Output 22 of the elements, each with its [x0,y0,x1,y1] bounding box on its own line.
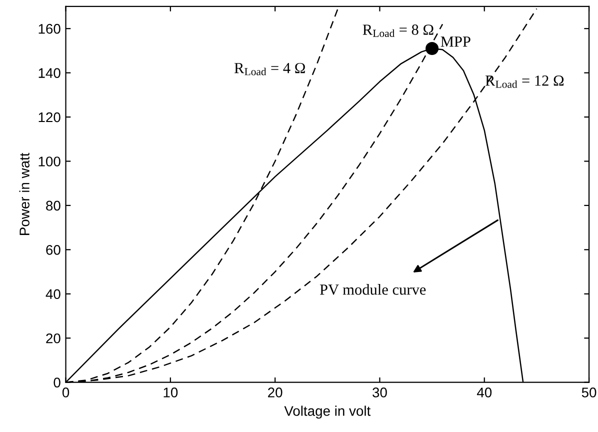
y-tick-label: 40 [46,289,60,300]
y-tick-label: 120 [38,112,60,122]
y-tick-label: 80 [46,200,60,211]
y-tick-label: 160 [38,24,60,34]
annotation: R$_{Load}$ = 4 Ω [234,62,305,76]
y-tick-label: 140 [38,68,60,78]
y-axis-title: Power in watt [19,152,30,235]
annotation: R$_{Load}$ = 12 Ω [485,76,564,88]
x-tick-label: 40 [476,388,492,398]
x-tick-label: 50 [582,388,596,398]
x-tick-label: 30 [372,388,387,398]
x-tick-label: 0 [62,388,70,398]
x-tick-label: 20 [268,388,282,398]
x-tick-label: 10 [164,388,178,398]
x-axis-title: Voltage in volt [284,406,371,419]
y-tick-label: 0 [54,378,60,388]
annotation: MPP [440,36,470,47]
annotation: PV module curve [320,284,426,295]
y-tick-label: 60 [46,245,60,255]
y-tick-label: 100 [38,156,60,166]
annotation: R$_{Load}$ = 8 Ω [362,24,434,37]
y-tick-label: 20 [46,333,60,344]
